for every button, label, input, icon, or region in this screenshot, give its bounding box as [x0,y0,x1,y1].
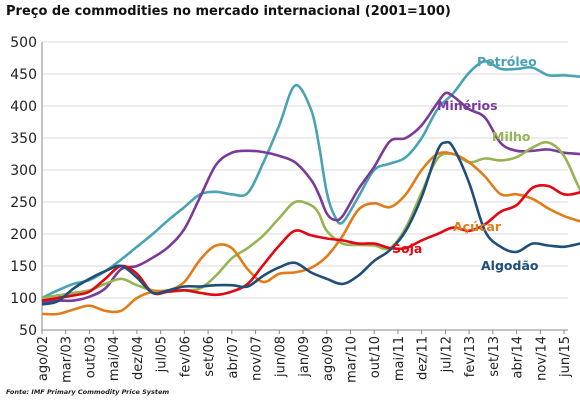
x-tick-label: set/06 [202,336,217,377]
y-tick-label: 350 [10,131,37,147]
y-tick-label: 450 [10,67,37,83]
x-axis-ticks: ago/02 mar/03 out/03 mai/04 dez/04 jul/05 fev/… [36,330,573,383]
x-tick-label: dez/04 [131,336,146,380]
chart-source: Fonte: IMF Primary Commodity Price Syste… [6,388,170,396]
series-line-4 [41,183,580,302]
x-tick-label: jul/05 [155,336,170,373]
x-tick-label: fev/13 [463,336,478,377]
series-labels: Petróleo Minérios Milho Açúcar Soja Algodão [392,54,539,273]
series-line-0 [41,59,580,300]
y-tick-label: 300 [10,163,37,179]
x-tick-label: nov/14 [534,336,549,381]
y-tick-label: 150 [10,259,37,275]
series-label: Milho [492,129,531,144]
axes [41,42,568,331]
series-label: Algodão [481,258,539,273]
y-tick-label: 50 [19,323,37,339]
x-tick-label: abr/07 [226,336,241,379]
series-line-1 [41,91,580,304]
series-label: Petróleo [477,54,537,69]
series-lines [41,59,580,316]
x-tick-label: nov/07 [250,336,265,381]
x-tick-label: mai/04 [107,336,122,381]
y-tick-label: 250 [10,195,37,211]
series-label: Minérios [437,98,498,113]
x-tick-label: dez/11 [416,336,431,380]
x-tick-label: jun/08 [273,336,288,378]
x-tick-label: out/03 [83,336,98,378]
y-axis-ticks: 50 100 150 200 250 300 350 400 450 500 [10,35,37,339]
x-tick-label: mai/11 [392,336,407,381]
x-tick-label: mar/03 [60,336,75,383]
x-tick-label: jun/15 [558,336,573,378]
x-tick-label: ago/02 [36,336,51,381]
y-tick-label: 200 [10,227,37,243]
y-tick-label: 400 [10,99,37,115]
x-tick-label: out/10 [368,336,383,378]
series-line-3 [41,151,580,316]
x-tick-label: set/13 [487,336,502,377]
x-tick-label: fev/06 [178,336,193,377]
series-line-5 [41,140,580,306]
series-label: Soja [392,241,422,256]
x-tick-label: ago/09 [321,336,336,381]
y-tick-label: 500 [10,35,37,51]
x-tick-label: jul/12 [439,336,454,373]
chart-title: Preço de commodities no mercado internac… [6,4,451,19]
y-tick-label: 100 [10,291,37,307]
x-tick-label: jan/09 [297,336,312,378]
x-tick-label: mar/10 [344,336,359,383]
x-tick-label: abr/14 [511,336,526,379]
series-label: Açúcar [453,219,502,234]
